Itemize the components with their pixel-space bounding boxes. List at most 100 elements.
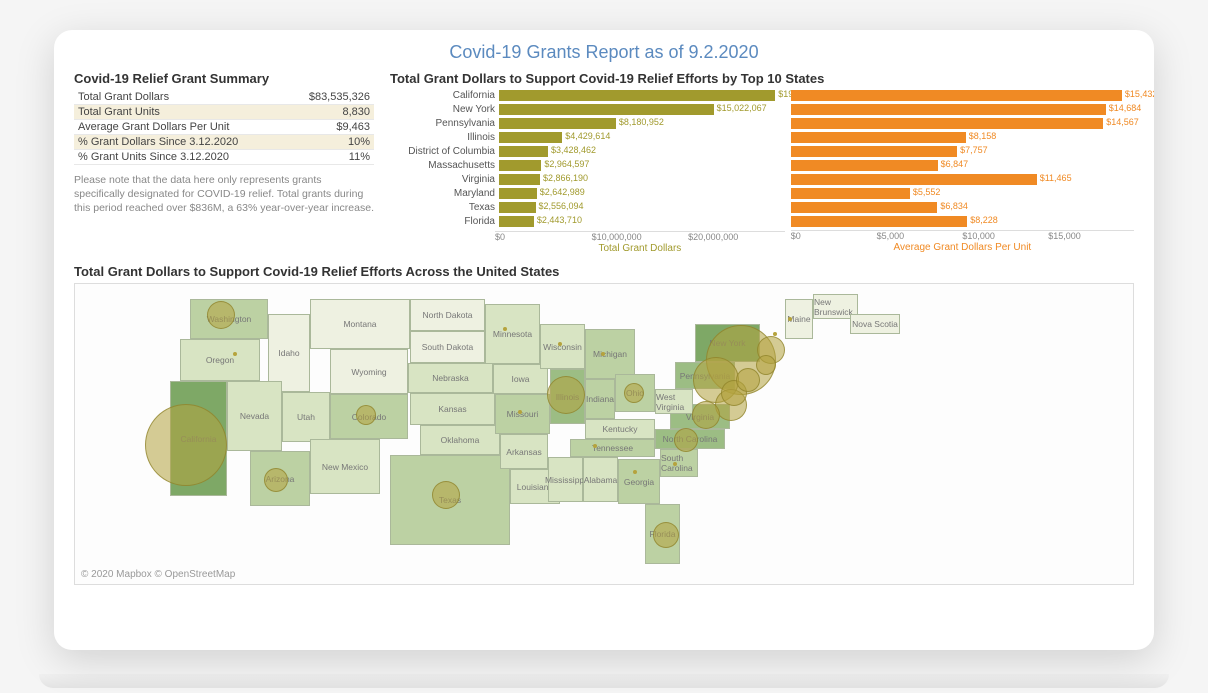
dollars-bar-value: $2,642,989 bbox=[540, 187, 585, 197]
state-label: Virginia bbox=[390, 174, 499, 185]
avg-bar-row[interactable]: $5,552 bbox=[791, 187, 1134, 200]
avg-bar-fill bbox=[791, 174, 1037, 185]
state-label: California bbox=[390, 90, 499, 101]
state-label: Illinois bbox=[390, 132, 499, 143]
avg-bar-row[interactable]: $7,757 bbox=[791, 145, 1134, 158]
map-state[interactable]: Indiana bbox=[585, 379, 615, 419]
dollars-bar-fill bbox=[499, 188, 537, 199]
map-state[interactable]: Minnesota bbox=[485, 304, 540, 364]
dollars-bar-value: $8,180,952 bbox=[619, 117, 664, 127]
avg-bar-row[interactable]: $6,834 bbox=[791, 201, 1134, 214]
map-state[interactable]: South Dakota bbox=[410, 331, 485, 363]
map-dot bbox=[773, 332, 777, 336]
map-state[interactable]: Tennessee bbox=[570, 439, 655, 457]
dollars-bar-row[interactable]: New York$15,022,067 bbox=[390, 103, 785, 116]
avg-bar-value: $15,432 bbox=[1125, 89, 1154, 99]
map-state[interactable]: Arkansas bbox=[500, 434, 548, 469]
map-state[interactable]: New Mexico bbox=[310, 439, 380, 494]
avg-bar-value: $14,684 bbox=[1109, 103, 1142, 113]
summary-row: % Grant Units Since 3.12.202011% bbox=[74, 150, 374, 165]
dollars-chart[interactable]: California$19,336,732New York$15,022,067… bbox=[390, 88, 785, 254]
map-bubble[interactable] bbox=[674, 428, 698, 452]
map-state[interactable]: Nevada bbox=[227, 381, 282, 451]
dollars-bar-row[interactable]: Maryland$2,642,989 bbox=[390, 187, 785, 200]
map-state[interactable]: South Carolina bbox=[660, 449, 698, 477]
dollars-bar-row[interactable]: Virginia$2,866,190 bbox=[390, 173, 785, 186]
avg-bar-row[interactable]: $8,158 bbox=[791, 131, 1134, 144]
dollars-bar-value: $2,556,094 bbox=[539, 201, 584, 211]
map-dot bbox=[673, 462, 677, 466]
map-bubble[interactable] bbox=[653, 522, 679, 548]
map-state[interactable]: Kentucky bbox=[585, 419, 655, 439]
top10-title: Total Grant Dollars to Support Covid-19 … bbox=[390, 71, 1134, 86]
map-state[interactable]: Wisconsin bbox=[540, 324, 585, 369]
map-state[interactable]: Oregon bbox=[180, 339, 260, 381]
map-bubble[interactable] bbox=[547, 376, 585, 414]
report-title: Covid-19 Grants Report as of 9.2.2020 bbox=[74, 42, 1134, 63]
avg-bar-fill bbox=[791, 188, 910, 199]
map-state[interactable]: West Virginia bbox=[655, 389, 693, 414]
map-bubble[interactable] bbox=[624, 383, 644, 403]
avg-bar-value: $7,757 bbox=[960, 145, 988, 155]
dollars-axis-tick: $0 bbox=[495, 232, 592, 242]
map-state[interactable]: Wyoming bbox=[330, 349, 408, 394]
dollars-bar-row[interactable]: Florida$2,443,710 bbox=[390, 215, 785, 228]
dashboard-frame: Covid-19 Grants Report as of 9.2.2020 Co… bbox=[54, 30, 1154, 650]
summary-row-label: % Grant Units Since 3.12.2020 bbox=[74, 150, 287, 165]
summary-row: Total Grant Units8,830 bbox=[74, 105, 374, 120]
map-state[interactable]: Montana bbox=[310, 299, 410, 349]
dollars-bar-value: $3,428,462 bbox=[551, 145, 596, 155]
map-state[interactable]: Mississippi bbox=[548, 457, 583, 502]
dollars-axis-tick: $10,000,000 bbox=[592, 232, 689, 242]
summary-panel: Covid-19 Relief Grant Summary Total Gran… bbox=[74, 71, 374, 254]
map-bubble[interactable] bbox=[356, 405, 376, 425]
map-bubble[interactable] bbox=[145, 404, 227, 486]
top10-panel: Total Grant Dollars to Support Covid-19 … bbox=[390, 71, 1134, 254]
map-bubble[interactable] bbox=[264, 468, 288, 492]
dollars-bar-row[interactable]: Texas$2,556,094 bbox=[390, 201, 785, 214]
map-bubble[interactable] bbox=[736, 368, 760, 392]
map-state[interactable]: North Dakota bbox=[410, 299, 485, 331]
summary-row-value: $83,535,326 bbox=[287, 90, 374, 105]
map-bubble[interactable] bbox=[756, 355, 776, 375]
dollars-bar-row[interactable]: Pennsylvania$8,180,952 bbox=[390, 117, 785, 130]
avg-bar-row[interactable]: $14,684 bbox=[791, 103, 1134, 116]
map-bubble[interactable] bbox=[207, 301, 235, 329]
avg-bar-row[interactable]: $15,432 bbox=[791, 89, 1134, 102]
us-map[interactable]: © 2020 Mapbox © OpenStreetMap Washington… bbox=[74, 283, 1134, 585]
avg-bar-row[interactable]: $8,228 bbox=[791, 215, 1134, 228]
map-state[interactable]: Nova Scotia bbox=[850, 314, 900, 334]
dollars-bar-fill bbox=[499, 90, 775, 101]
map-bubble[interactable] bbox=[432, 481, 460, 509]
dollars-bar-row[interactable]: Massachusetts$2,964,597 bbox=[390, 159, 785, 172]
map-state[interactable]: Utah bbox=[282, 392, 330, 442]
map-state[interactable]: Alabama bbox=[583, 457, 618, 502]
avg-bar-row[interactable]: $11,465 bbox=[791, 173, 1134, 186]
map-state[interactable]: Nebraska bbox=[408, 363, 493, 393]
avg-axis-tick: $10,000 bbox=[962, 231, 1048, 241]
dollars-bar-fill bbox=[499, 202, 536, 213]
map-dot bbox=[518, 410, 522, 414]
dollars-bar-row[interactable]: District of Columbia$3,428,462 bbox=[390, 145, 785, 158]
avg-bar-value: $5,552 bbox=[913, 187, 941, 197]
avg-bar-fill bbox=[791, 202, 938, 213]
map-dot bbox=[503, 327, 507, 331]
summary-note: Please note that the data here only repr… bbox=[74, 173, 374, 216]
dollars-bar-row[interactable]: Illinois$4,429,614 bbox=[390, 131, 785, 144]
map-state[interactable]: Oklahoma bbox=[420, 425, 500, 455]
avg-chart[interactable]: $15,432$14,684$14,567$8,158$7,757$6,847$… bbox=[791, 88, 1134, 254]
dollars-bar-row[interactable]: California$19,336,732 bbox=[390, 89, 785, 102]
top-row: Covid-19 Relief Grant Summary Total Gran… bbox=[74, 71, 1134, 254]
avg-bar-fill bbox=[791, 146, 957, 157]
map-title: Total Grant Dollars to Support Covid-19 … bbox=[74, 264, 1134, 279]
avg-bar-fill bbox=[791, 104, 1106, 115]
map-state[interactable]: Georgia bbox=[618, 459, 660, 504]
map-bubble[interactable] bbox=[692, 401, 720, 429]
map-state[interactable]: Missouri bbox=[495, 394, 550, 434]
map-state[interactable]: Kansas bbox=[410, 393, 495, 425]
map-state[interactable]: Michigan bbox=[585, 329, 635, 379]
summary-row: % Grant Dollars Since 3.12.202010% bbox=[74, 135, 374, 150]
avg-bar-value: $8,228 bbox=[970, 215, 998, 225]
avg-bar-row[interactable]: $6,847 bbox=[791, 159, 1134, 172]
avg-bar-row[interactable]: $14,567 bbox=[791, 117, 1134, 130]
